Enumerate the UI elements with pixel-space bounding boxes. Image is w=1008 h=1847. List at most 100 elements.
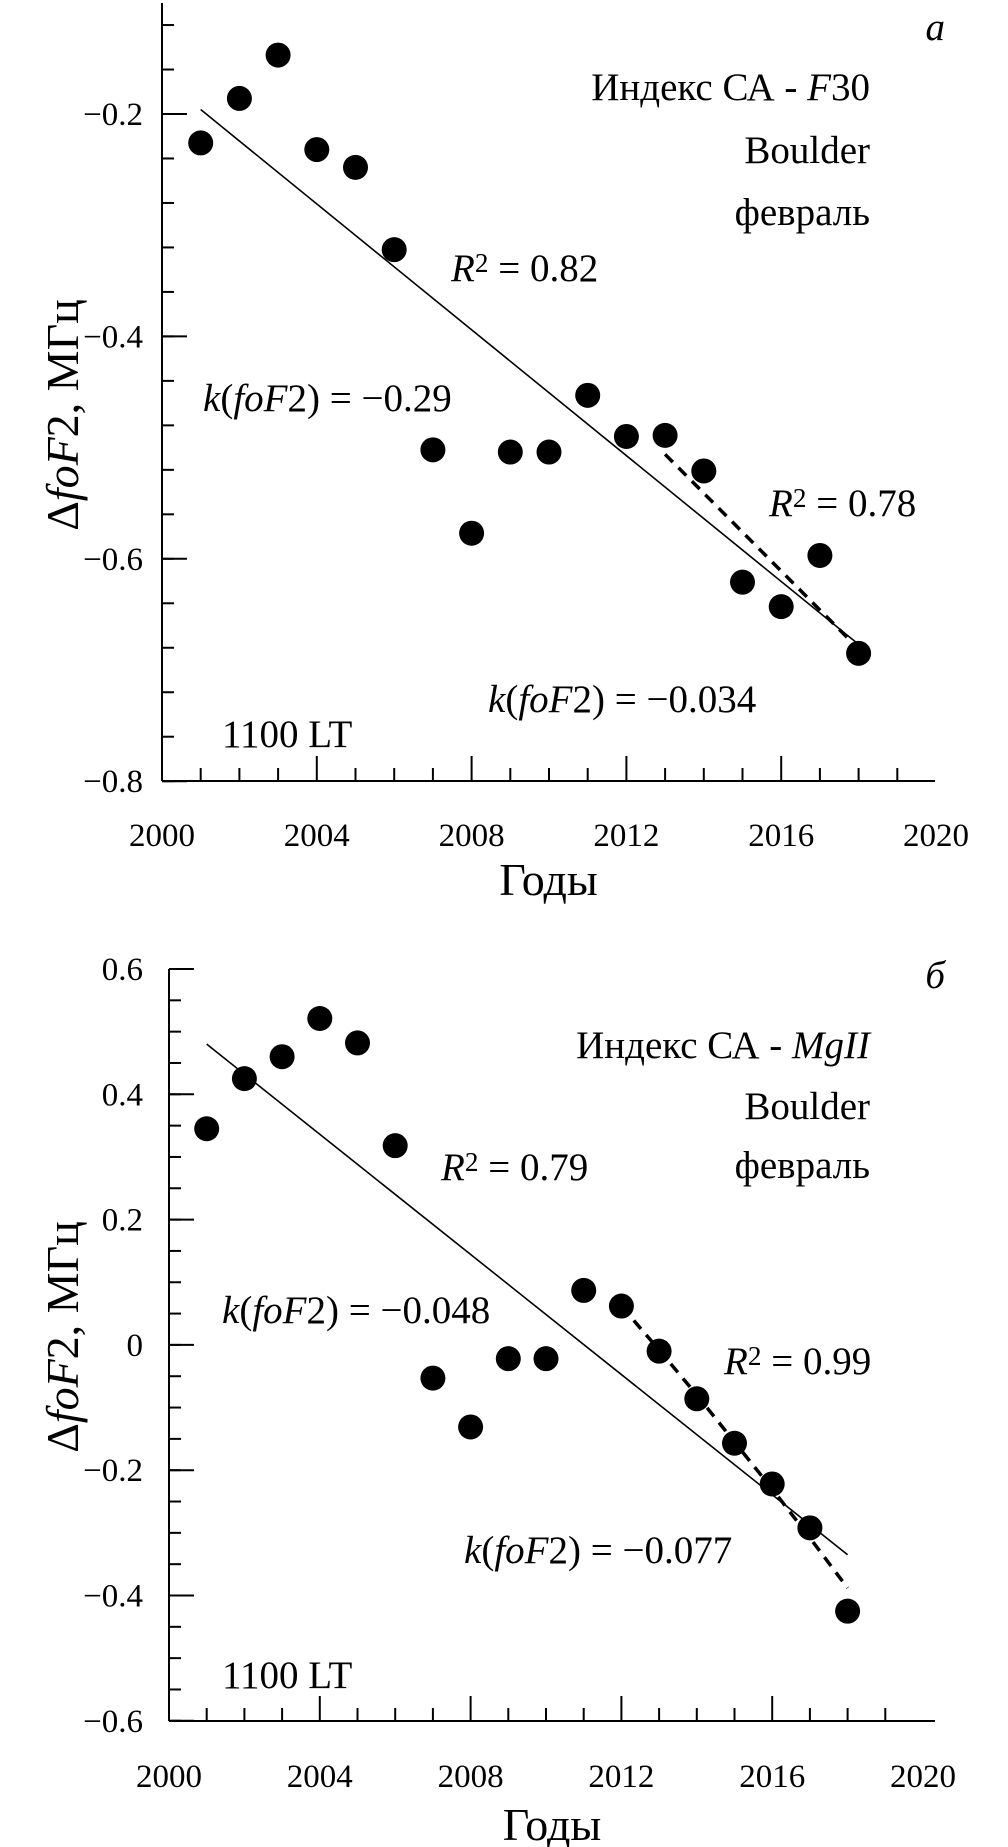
- text-segment: (: [481, 1529, 494, 1572]
- text-segment: k: [222, 1289, 240, 1332]
- text-segment: 2) = −0.077: [548, 1529, 732, 1572]
- text-segment: 30: [831, 66, 870, 109]
- text-segment: 2: [793, 483, 807, 513]
- text-segment: = 0.99: [761, 1340, 871, 1383]
- text-segment: Индекс СА -: [591, 66, 807, 109]
- text-segment: февраль: [735, 1144, 870, 1187]
- x-tick-label: 2016: [748, 818, 814, 854]
- annotation-r2-recent: R2 = 0.99: [723, 1340, 871, 1383]
- text-segment: (: [239, 1289, 252, 1332]
- text-segment: Δ: [37, 501, 88, 531]
- y-tick-label: 0.6: [102, 952, 143, 988]
- text-segment: R: [440, 1146, 465, 1189]
- data-point: [188, 130, 214, 156]
- text-segment: 2: [475, 248, 489, 278]
- text-segment: (: [220, 377, 233, 420]
- text-segment: F: [806, 66, 832, 109]
- chart-title-line: Boulder: [744, 1085, 870, 1128]
- data-point: [495, 1346, 521, 1372]
- chart-panel-1: −0.2 −0.4 −0.6 −0.8 2000 2004 2008 2012 2016 2020…: [37, 3, 969, 905]
- chart-title-line: февраль: [735, 1144, 870, 1187]
- linear-fit-line: [200, 108, 860, 646]
- annotation-r2-all: R2 = 0.82: [450, 247, 598, 290]
- data-point: [226, 85, 252, 111]
- x-tick-label: 2004: [287, 1759, 353, 1795]
- x-tick-label: 2008: [438, 1759, 504, 1795]
- text-segment: Δ: [37, 1423, 88, 1453]
- text-segment: 1100 LT: [222, 713, 353, 756]
- text-segment: а: [926, 6, 946, 49]
- y-axis-title: ΔfoF2, МГц: [37, 1221, 88, 1453]
- y-tick-label: −0.2: [83, 97, 143, 133]
- y-axis-title: ΔfoF2, МГц: [37, 299, 88, 531]
- y-tick-label: 0: [127, 1328, 144, 1364]
- chart-title-line: Индекс СА - MgII: [576, 1024, 872, 1067]
- data-point: [343, 154, 368, 180]
- data-point: [381, 237, 407, 263]
- x-axis-title: Годы: [503, 1799, 602, 1847]
- annotation-time: 1100 LT: [222, 1654, 353, 1697]
- annotation-k-all: k(foF2) = −0.048: [222, 1289, 490, 1332]
- text-segment: февраль: [735, 191, 870, 234]
- data-point: [730, 569, 755, 595]
- data-point: [608, 1293, 634, 1319]
- x-tick-label: 2020: [890, 1759, 956, 1795]
- x-axis-title: Годы: [499, 854, 598, 905]
- text-segment: 2, МГц: [37, 299, 88, 437]
- text-segment: = 0.78: [806, 482, 916, 525]
- x-tick-label: 2012: [588, 1759, 654, 1795]
- panel-label: б: [925, 954, 946, 997]
- text-segment: Индекс СА -: [576, 1024, 792, 1067]
- data-point: [684, 1386, 710, 1412]
- text-segment: foF: [518, 678, 573, 721]
- y-tick-label: −0.2: [83, 1453, 143, 1489]
- data-point: [722, 1430, 747, 1456]
- y-tick-label: 0.2: [102, 1203, 143, 1239]
- x-tick-label: 2016: [739, 1759, 805, 1795]
- chart-title-line: Boulder: [744, 129, 870, 172]
- data-point: [307, 1005, 333, 1031]
- text-segment: foF: [37, 436, 88, 501]
- y-tick-label: −0.6: [83, 1704, 143, 1740]
- data-point: [497, 439, 523, 465]
- data-point: [304, 137, 330, 163]
- text-segment: k: [203, 377, 221, 420]
- text-segment: foF: [494, 1529, 549, 1572]
- text-segment: foF: [233, 377, 288, 420]
- x-tick-label: 2000: [129, 818, 195, 854]
- data-point: [345, 1030, 370, 1056]
- text-segment: 2, МГц: [37, 1221, 88, 1359]
- text-segment: k: [464, 1529, 482, 1572]
- data-point: [420, 437, 446, 463]
- y-tick-label: −0.6: [83, 542, 143, 578]
- x-tick-label: 2004: [284, 818, 350, 854]
- annotation-k-recent: k(foF2) = −0.034: [488, 678, 756, 721]
- text-segment: MgII: [791, 1024, 872, 1067]
- data-point: [459, 520, 485, 546]
- data-point: [382, 1133, 408, 1159]
- data-point: [691, 458, 717, 484]
- data-point: [646, 1338, 672, 1364]
- data-point: [835, 1598, 861, 1624]
- text-segment: Boulder: [744, 129, 870, 172]
- text-segment: foF: [252, 1289, 307, 1332]
- text-segment: R: [450, 247, 475, 290]
- chart-title-line: февраль: [735, 191, 870, 234]
- text-segment: 2: [465, 1147, 479, 1177]
- data-point: [797, 1515, 823, 1541]
- y-tick-label: 0.4: [102, 1077, 143, 1113]
- text-segment: (: [505, 678, 518, 721]
- text-segment: = 0.79: [478, 1146, 588, 1189]
- text-segment: k: [488, 678, 506, 721]
- text-segment: R: [768, 482, 793, 525]
- text-segment: 1100 LT: [222, 1654, 353, 1697]
- data-point: [194, 1116, 220, 1142]
- data-point: [458, 1414, 484, 1440]
- y-tick-label: −0.4: [83, 319, 143, 355]
- text-segment: foF: [37, 1358, 88, 1423]
- chart-panel-2: 0.6 0.4 0.2 0 −0.2 −0.4 −0.6 2000 2004 2008 2012 20…: [37, 952, 956, 1847]
- data-point: [575, 382, 601, 408]
- data-point: [759, 1471, 785, 1497]
- data-point: [807, 542, 833, 568]
